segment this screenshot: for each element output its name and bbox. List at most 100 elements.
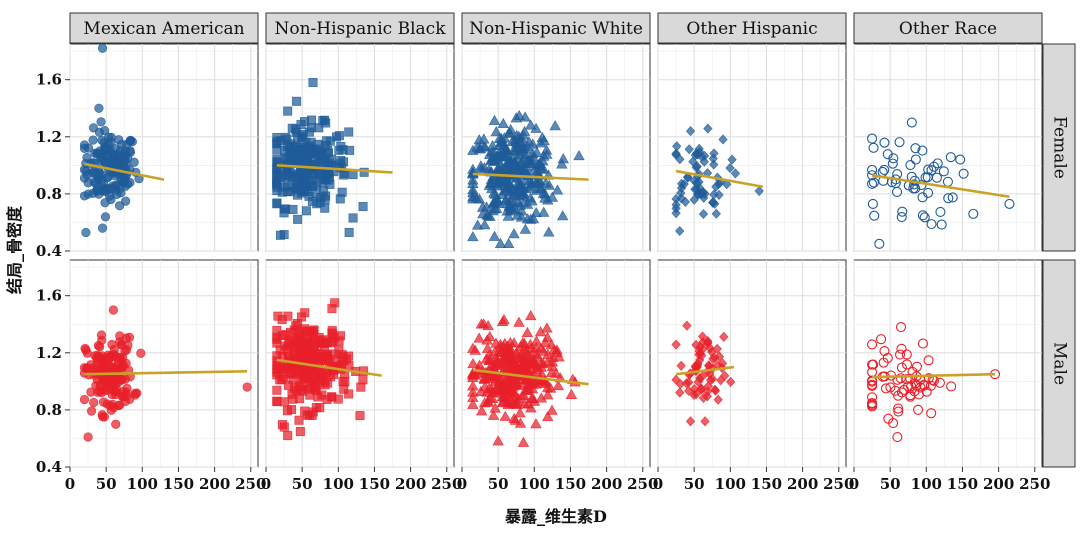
data-point <box>275 230 285 240</box>
data-point <box>467 398 479 409</box>
row-strip <box>1042 43 1076 252</box>
data-point <box>714 178 724 189</box>
x-tick-label: 0 <box>457 475 467 493</box>
data-point <box>82 348 92 358</box>
data-point <box>86 387 96 397</box>
data-point <box>106 137 116 147</box>
data-point <box>521 384 534 395</box>
data-point <box>470 192 483 203</box>
data-point <box>300 308 310 318</box>
data-point <box>727 154 737 165</box>
data-point <box>926 219 937 230</box>
data-point <box>720 370 730 381</box>
data-point <box>906 381 917 392</box>
data-point <box>107 339 117 350</box>
data-point <box>922 187 934 198</box>
data-point <box>284 335 294 345</box>
data-point <box>920 172 931 183</box>
data-point <box>503 200 516 211</box>
data-point <box>97 410 107 420</box>
data-point <box>97 156 107 166</box>
data-point <box>108 305 118 315</box>
data-point <box>242 382 252 392</box>
data-point <box>481 342 494 353</box>
data-point <box>917 210 928 221</box>
data-point <box>705 368 715 379</box>
data-point <box>272 163 282 173</box>
data-point <box>527 148 539 159</box>
x-tick-label: 150 <box>555 475 586 493</box>
data-point <box>106 405 116 415</box>
facet-panel <box>853 43 1043 252</box>
data-point <box>697 372 707 383</box>
data-point <box>481 209 493 220</box>
data-point <box>879 346 890 357</box>
x-tick-label: 250 <box>1019 475 1050 493</box>
data-point <box>310 367 320 377</box>
data-point <box>485 383 497 394</box>
data-point <box>315 169 325 179</box>
data-point <box>497 150 509 161</box>
data-point <box>307 379 317 389</box>
data-point <box>297 382 307 392</box>
fit-line <box>472 368 589 386</box>
data-point <box>334 345 344 355</box>
data-point <box>287 147 297 157</box>
data-point <box>968 208 979 219</box>
data-point <box>893 406 904 417</box>
data-point <box>88 123 99 133</box>
fit-line <box>675 365 735 376</box>
data-point <box>504 123 517 134</box>
data-point <box>502 210 514 221</box>
x-tick-label: 200 <box>983 475 1014 493</box>
data-point <box>81 166 91 176</box>
data-point <box>348 170 358 180</box>
data-point <box>867 392 878 403</box>
fit-line <box>871 174 1010 199</box>
data-point <box>947 192 958 203</box>
data-point <box>281 204 291 214</box>
data-point <box>540 144 553 155</box>
data-point <box>321 118 331 128</box>
x-tick-label: 50 <box>96 475 117 493</box>
data-point <box>325 136 335 146</box>
data-point <box>95 342 105 352</box>
data-point <box>556 210 569 221</box>
data-point <box>528 374 541 385</box>
data-point <box>344 389 354 399</box>
data-point <box>565 388 578 400</box>
data-point <box>709 148 719 159</box>
data-point <box>79 394 90 405</box>
data-point <box>98 374 108 384</box>
data-point <box>691 389 701 400</box>
data-point <box>696 383 706 394</box>
data-point <box>671 339 681 350</box>
column-strip-label: Other Race <box>899 19 997 39</box>
data-point <box>473 332 485 343</box>
data-point <box>551 184 564 195</box>
data-point <box>272 199 282 209</box>
data-point <box>339 356 349 366</box>
data-point <box>700 416 710 427</box>
data-point <box>123 340 133 350</box>
data-point <box>867 339 878 350</box>
data-point <box>297 374 307 384</box>
data-point <box>546 404 558 415</box>
data-point <box>529 177 542 188</box>
data-point <box>556 158 568 169</box>
data-point <box>493 387 505 398</box>
data-point <box>516 379 529 390</box>
data-point <box>81 227 91 238</box>
data-point <box>698 208 709 220</box>
data-point <box>88 135 98 145</box>
data-point <box>94 103 104 113</box>
y-tick-label: 0.4 <box>36 242 62 260</box>
data-point <box>97 43 108 53</box>
data-point <box>494 237 507 248</box>
data-point <box>882 352 893 364</box>
data-point <box>530 418 542 429</box>
data-point <box>525 310 537 321</box>
data-point <box>488 230 501 241</box>
data-point <box>281 132 291 142</box>
x-tick-label: 200 <box>395 475 426 493</box>
